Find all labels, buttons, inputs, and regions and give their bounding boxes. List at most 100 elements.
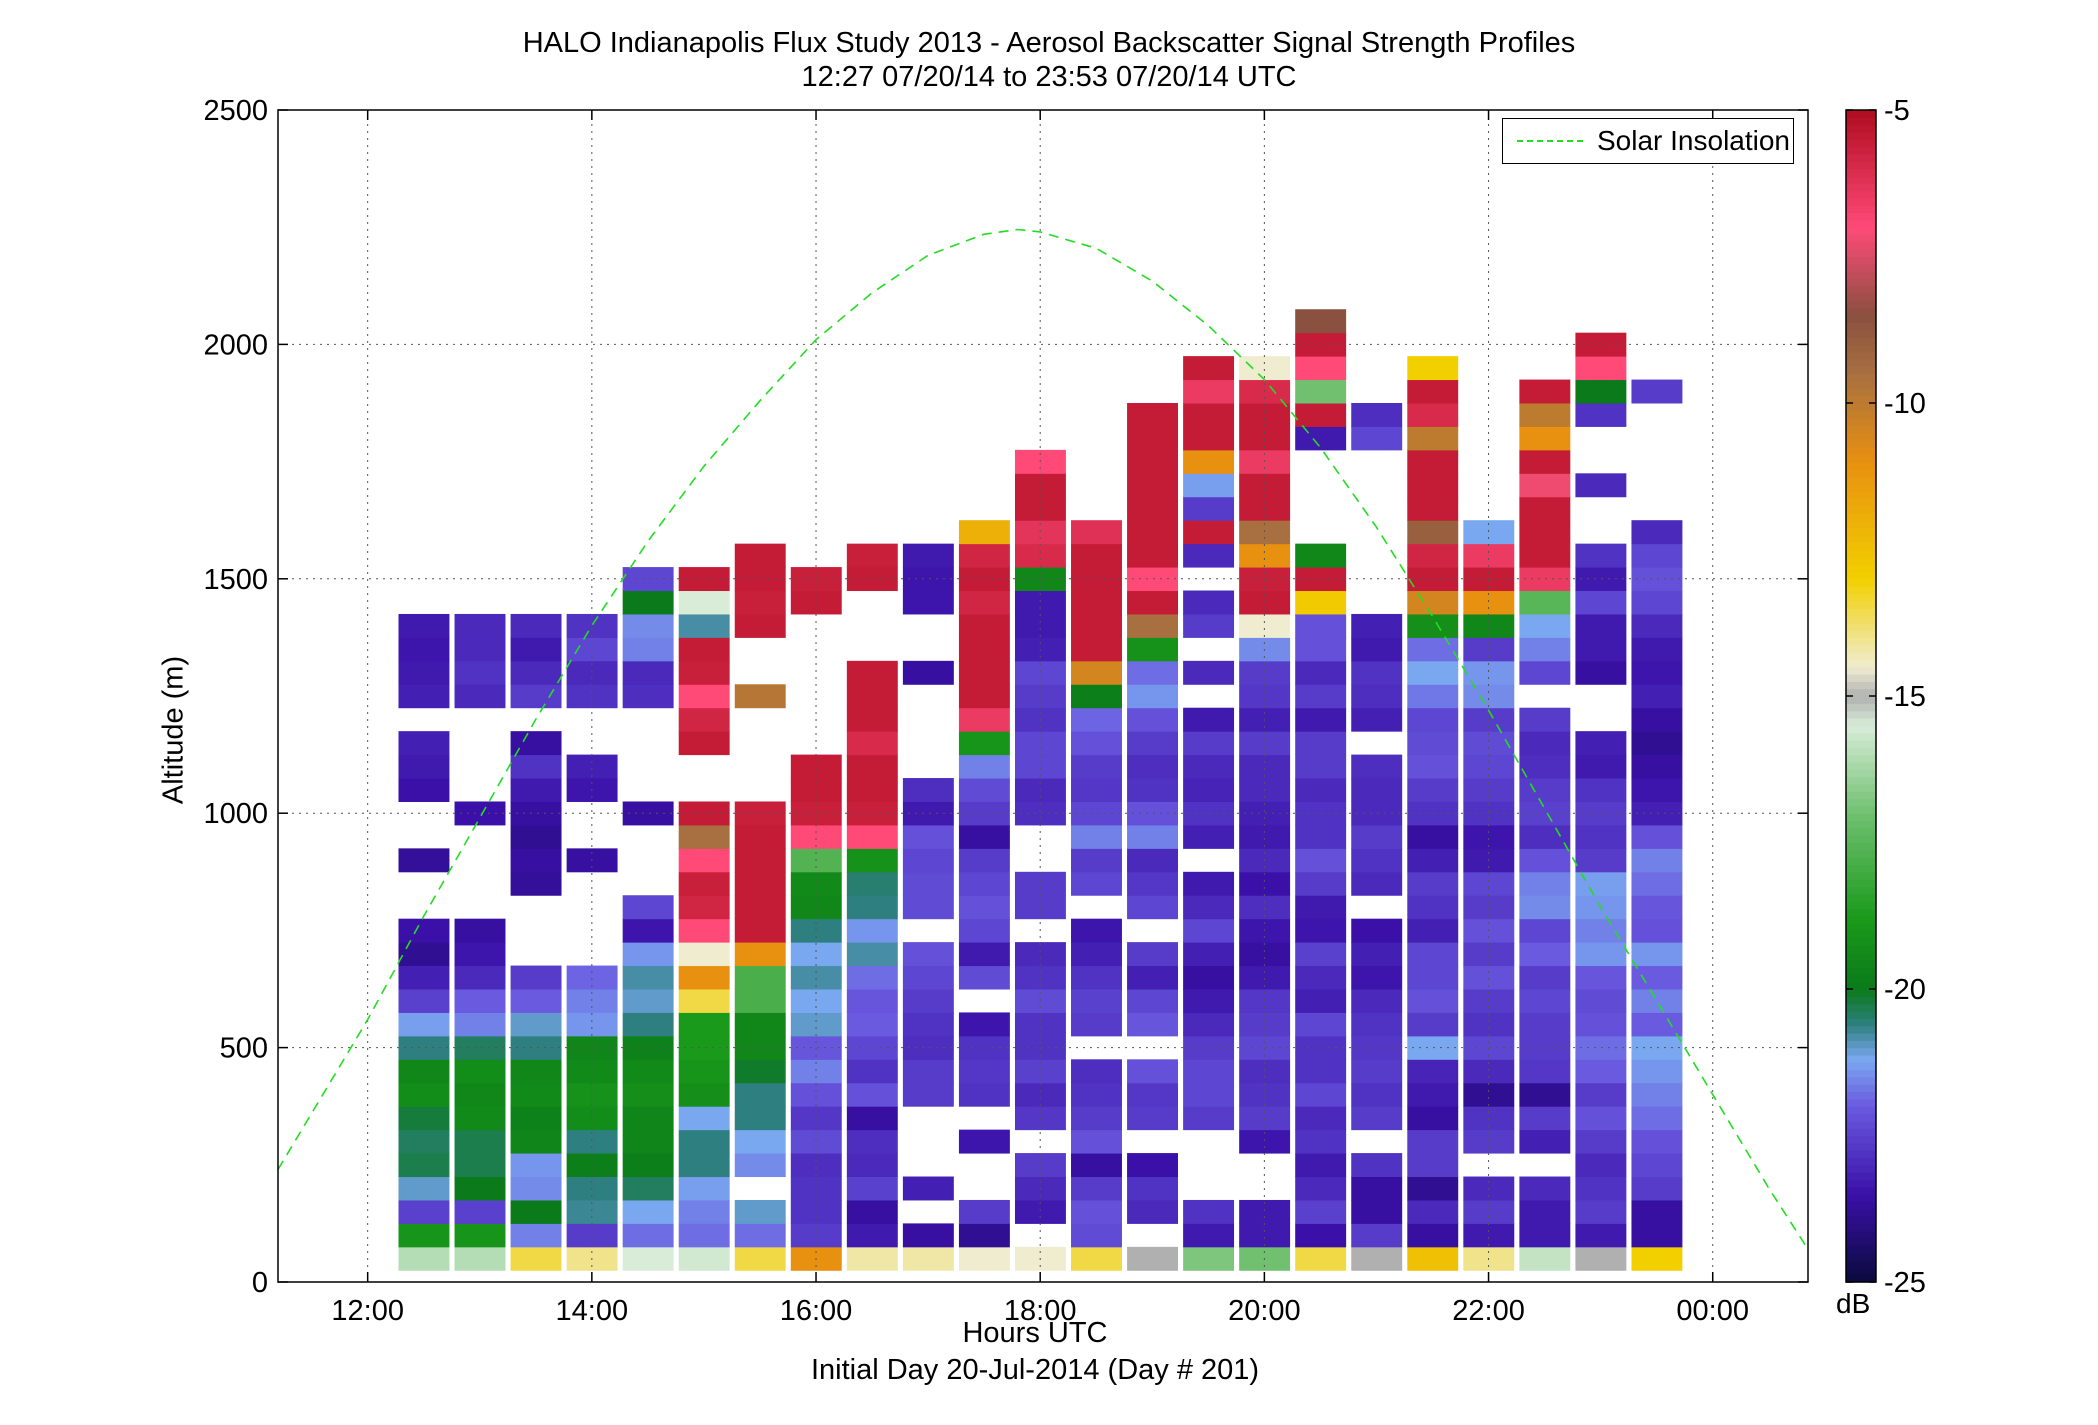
heatmap-cell	[1631, 1012, 1683, 1037]
heatmap-cell	[902, 1223, 954, 1248]
heatmap-cell	[790, 942, 842, 967]
heatmap-cell	[1071, 848, 1122, 873]
heatmap-cell	[1239, 1059, 1291, 1084]
heatmap-cell	[1127, 520, 1179, 545]
heatmap-cell	[1014, 965, 1066, 990]
colorbar-segment	[1846, 842, 1876, 851]
heatmap-cell	[398, 731, 450, 756]
heatmap-cell	[1127, 426, 1179, 451]
heatmap-cell	[678, 989, 730, 1013]
heatmap-cell	[678, 895, 730, 920]
heatmap-cell	[1519, 379, 1571, 404]
heatmap-cell	[1071, 824, 1122, 849]
colorbar-segment	[1846, 293, 1876, 302]
heatmap-cell	[510, 1059, 562, 1084]
heatmap-cell	[1463, 871, 1515, 896]
heatmap-cell	[678, 1106, 730, 1131]
heatmap-cell	[902, 590, 954, 615]
heatmap-cell	[1295, 1129, 1347, 1154]
heatmap-cell	[734, 1106, 786, 1131]
colorbar-segment	[1846, 776, 1876, 785]
colorbar-segment	[1846, 710, 1876, 719]
heatmap-cell	[734, 918, 786, 943]
heatmap-cell	[1407, 778, 1459, 802]
heatmap-cell	[454, 1153, 506, 1178]
heatmap-cell	[1071, 1176, 1122, 1201]
colorbar-segment	[1846, 1128, 1876, 1137]
heatmap-cell	[1407, 379, 1459, 404]
heatmap-cell	[846, 989, 898, 1013]
heatmap-cell	[1014, 496, 1066, 521]
heatmap-cell	[1239, 1035, 1291, 1060]
heatmap-cell	[1407, 449, 1459, 474]
heatmap-cell	[958, 754, 1010, 779]
heatmap-cell	[1183, 707, 1235, 732]
heatmap-cell	[1239, 543, 1291, 568]
heatmap-cell	[510, 684, 562, 709]
x-tick-label: 14:00	[556, 1295, 629, 1327]
heatmap-cell	[1127, 965, 1179, 990]
heatmap-cell	[1351, 918, 1403, 943]
heatmap-cell	[1014, 543, 1066, 568]
heatmap-cell	[398, 1012, 450, 1037]
heatmap-cell	[510, 613, 562, 638]
heatmap-cell	[622, 918, 674, 943]
colorbar-segment	[1846, 337, 1876, 345]
heatmap-cell	[846, 871, 898, 896]
heatmap-cell	[846, 801, 898, 826]
heatmap-cell	[678, 1082, 730, 1107]
heatmap-cell	[398, 942, 450, 967]
x-tick-label: 00:00	[1676, 1295, 1749, 1327]
heatmap-cell	[1631, 801, 1683, 826]
heatmap-cell	[846, 1153, 898, 1178]
heatmap-cell	[1127, 871, 1179, 896]
colorbar-tick-label: -20	[1884, 974, 1926, 1006]
heatmap-cell	[846, 1129, 898, 1154]
colorbar-segment	[1846, 659, 1876, 668]
heatmap-cell	[1351, 1082, 1403, 1107]
heatmap-cell	[398, 778, 450, 802]
heatmap-cell	[1519, 824, 1571, 849]
heatmap-cell	[958, 965, 1010, 990]
heatmap-cell	[1183, 1059, 1235, 1084]
heatmap-cell	[1071, 942, 1122, 967]
heatmap-cell	[1519, 660, 1571, 685]
heatmap-cell	[1631, 778, 1683, 802]
heatmap-cell	[622, 660, 674, 685]
y-tick-label: 1500	[203, 564, 268, 596]
heatmap-cell	[1519, 1106, 1571, 1131]
heatmap-cell	[1575, 590, 1627, 615]
heatmap-cell	[790, 1082, 842, 1107]
heatmap-cell	[1183, 379, 1235, 404]
heatmap-cell	[1014, 1035, 1066, 1060]
heatmap-cell	[454, 1246, 506, 1271]
heatmap-cell	[1183, 1106, 1235, 1131]
heatmap-cell	[1519, 778, 1571, 802]
heatmap-cell	[1407, 590, 1459, 615]
legend: Solar Insolation	[1502, 118, 1794, 164]
heatmap-cell	[958, 1199, 1010, 1224]
heatmap-cell	[734, 1199, 786, 1224]
heatmap-cell	[678, 965, 730, 990]
heatmap-cell	[398, 1246, 450, 1271]
heatmap-cell	[1631, 543, 1683, 568]
heatmap-cell	[1575, 1176, 1627, 1201]
heatmap-cell	[1295, 778, 1347, 802]
heatmap-cell	[902, 543, 954, 568]
heatmap-cell	[1519, 1035, 1571, 1060]
heatmap-cell	[1295, 356, 1347, 381]
heatmap-cell	[398, 637, 450, 662]
heatmap-cell	[678, 637, 730, 662]
heatmap-cell	[846, 543, 898, 568]
colorbar-segment	[1846, 893, 1876, 902]
colorbar-segment	[1846, 249, 1876, 258]
heatmap-cell	[1575, 660, 1627, 685]
heatmap-cell	[1519, 848, 1571, 873]
heatmap-cell	[398, 848, 450, 873]
heatmap-cell	[846, 1082, 898, 1107]
heatmap-cell	[846, 660, 898, 685]
heatmap-cell	[1351, 1246, 1403, 1271]
colorbar-segment	[1846, 1230, 1876, 1239]
heatmap-cell	[1575, 1035, 1627, 1060]
colorbar-segment	[1846, 974, 1876, 983]
